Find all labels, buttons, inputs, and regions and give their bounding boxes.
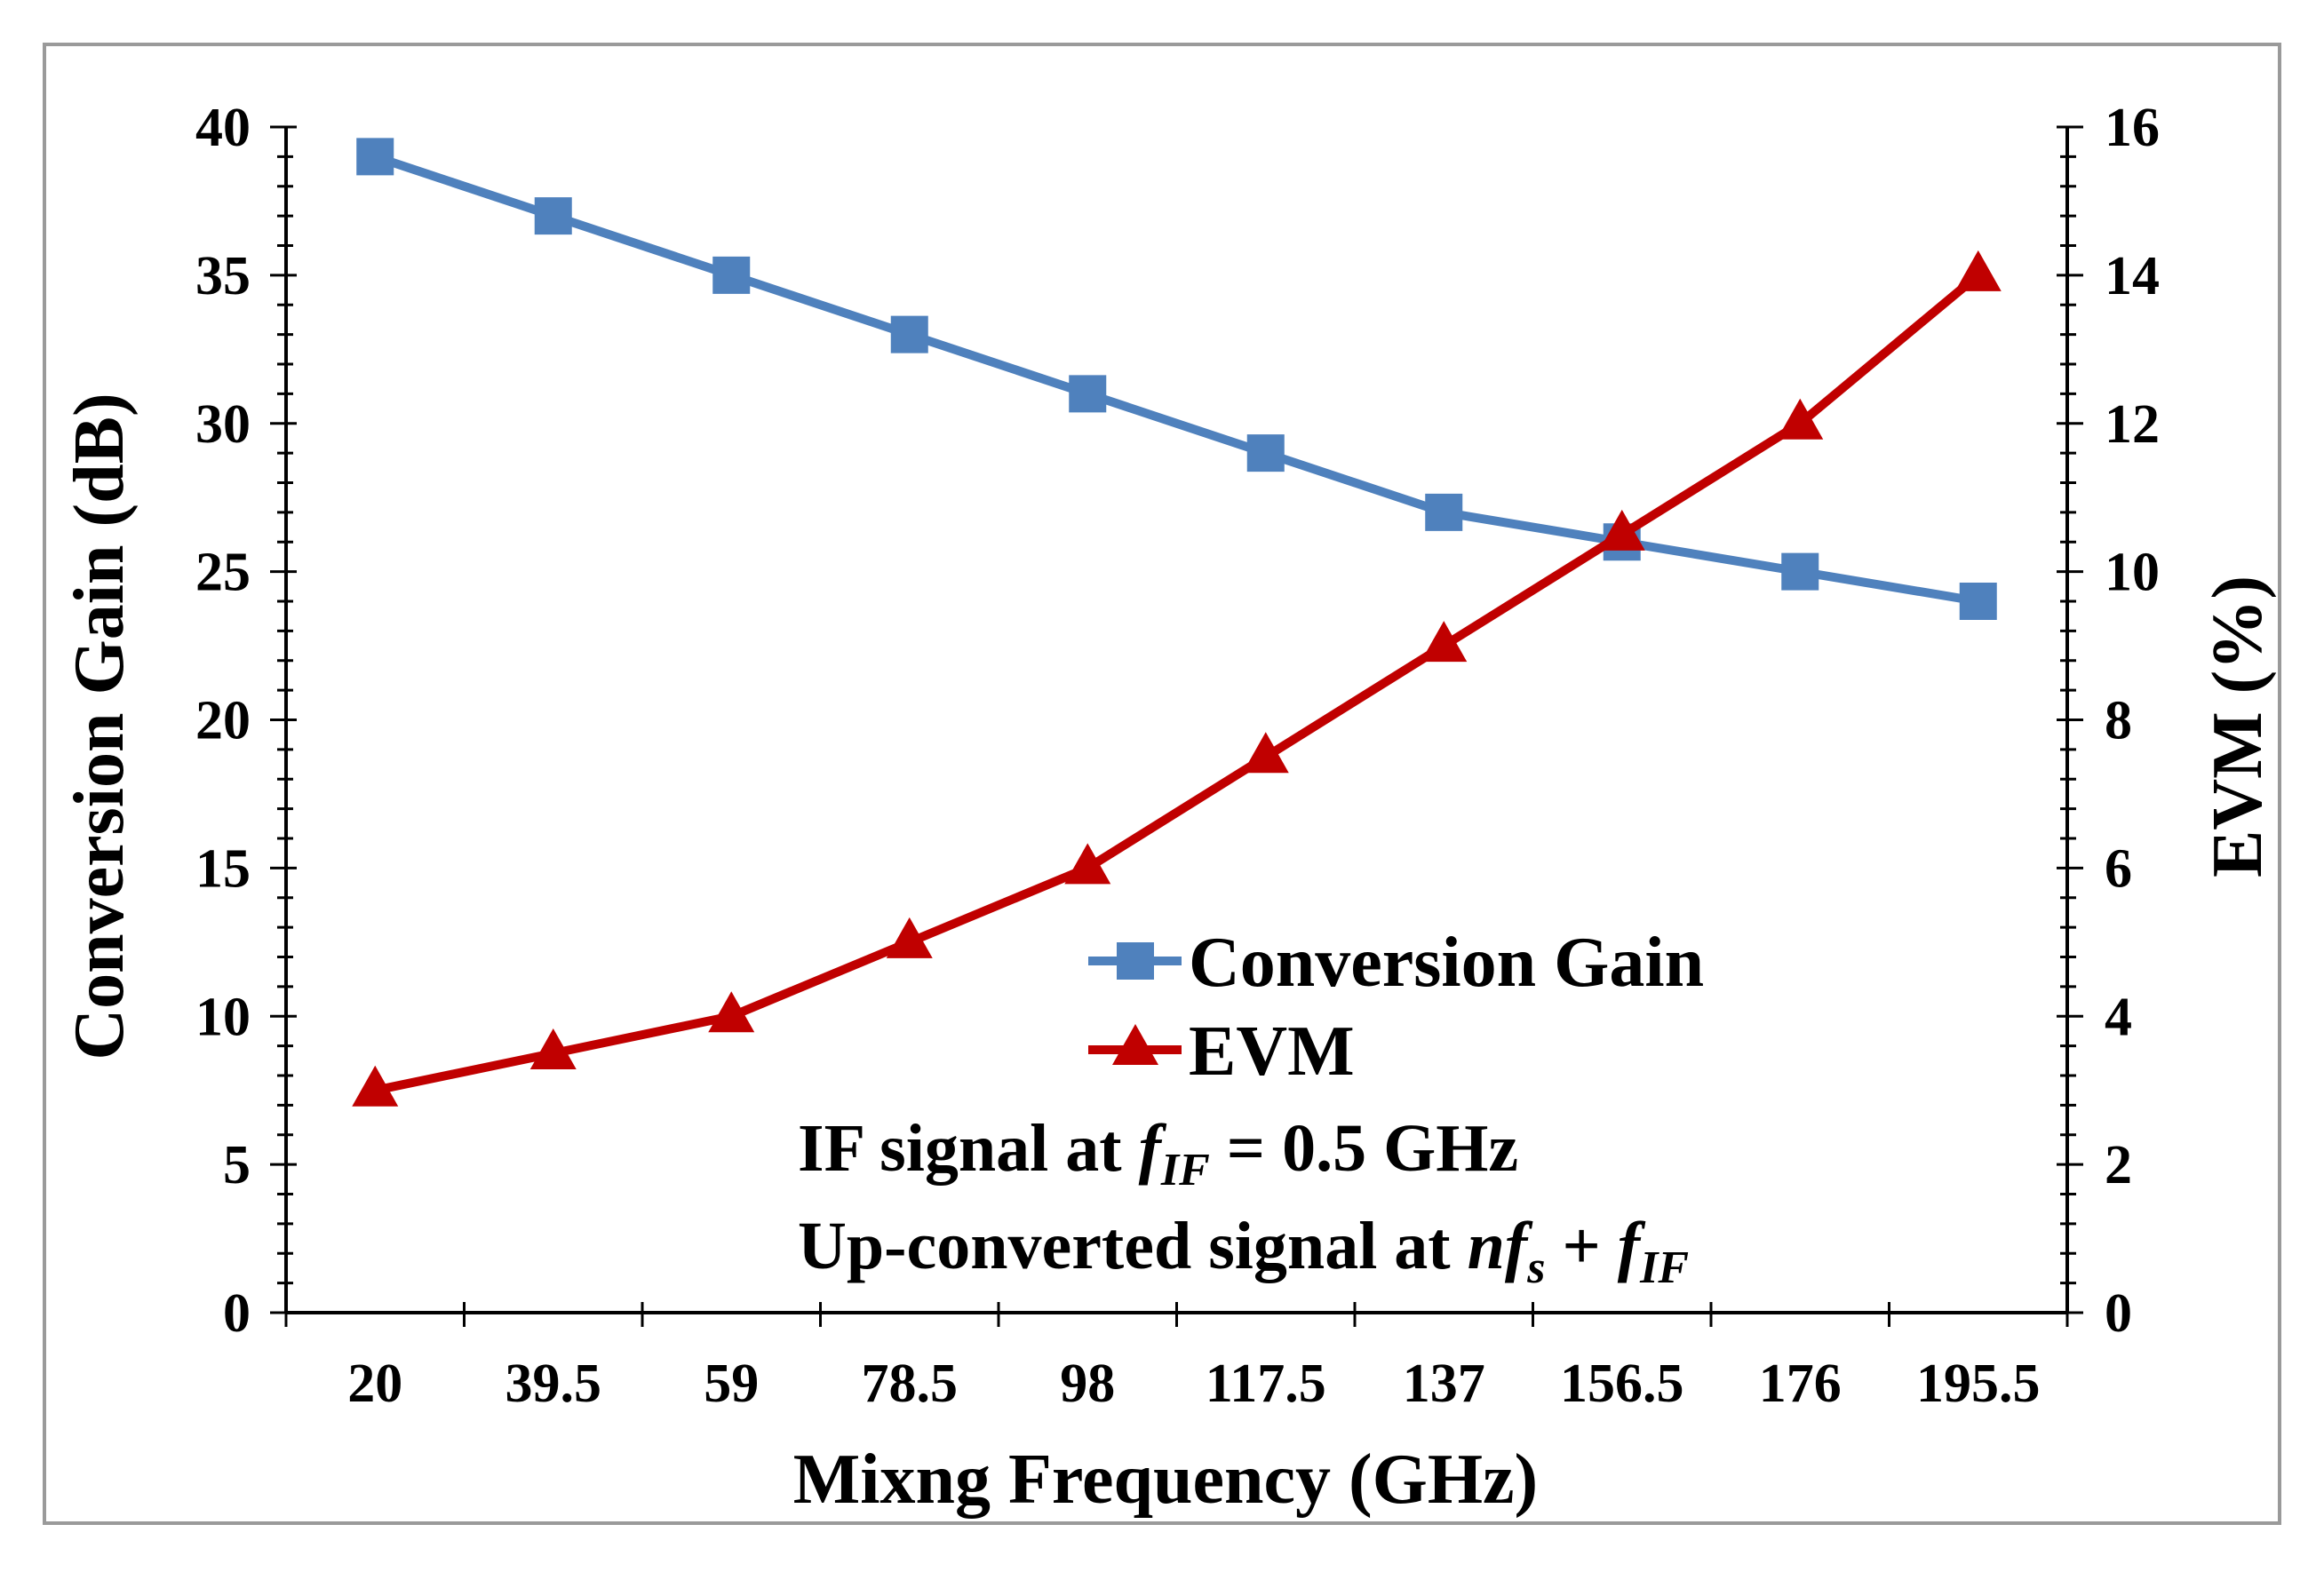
data-point-conversion-gain: [1781, 552, 1819, 591]
x-tick-label: 59: [704, 1354, 759, 1414]
x-tick-label: 117.5: [1206, 1354, 1326, 1414]
legend: Conversion Gain EVM: [1088, 924, 1704, 1091]
left-y-tick-label: 20: [195, 691, 251, 751]
x-tick-label: 195.5: [1916, 1354, 2041, 1414]
left-y-tick-label: 10: [195, 987, 251, 1047]
x-tick-label: 20: [347, 1354, 402, 1414]
left-y-tick-label: 5: [223, 1135, 251, 1195]
annotation-if-sub: IF: [1160, 1145, 1210, 1195]
data-point-evm: [708, 991, 755, 1033]
data-point-evm: [1777, 398, 1824, 440]
y2-axis-title: EVM (%): [2199, 576, 2277, 877]
x-tick-label: 137: [1403, 1354, 1485, 1414]
data-point-conversion-gain: [1425, 493, 1463, 531]
annotation-up-n: n: [1468, 1209, 1505, 1283]
data-point-conversion-gain: [1246, 434, 1285, 472]
x-tick-label: 39.5: [505, 1354, 602, 1414]
data-point-conversion-gain: [1069, 375, 1107, 413]
x-axis-title: Mixng Frequency (GHz): [793, 1441, 1538, 1519]
data-point-evm: [886, 917, 933, 958]
annotation-up-sub2: IF: [1639, 1243, 1689, 1293]
data-point-conversion-gain: [356, 138, 394, 176]
right-y-tick-label: 6: [2105, 838, 2132, 899]
right-y-tick-label: 10: [2105, 543, 2160, 603]
data-point-evm: [352, 1065, 399, 1107]
legend-label-conversion-gain: Conversion Gain: [1189, 924, 1704, 1002]
annotation-if-prefix: IF signal at: [798, 1111, 1139, 1186]
right-y-tick-label: 14: [2105, 246, 2160, 306]
x-tick-label: 156.5: [1560, 1354, 1684, 1414]
right-y-tick-label: 0: [2105, 1283, 2132, 1344]
right-y-tick-label: 8: [2105, 691, 2132, 751]
data-point-evm: [1064, 843, 1111, 885]
legend-entry-conversion-gain: Conversion Gain: [1088, 924, 1704, 1002]
x-tick-label: 176: [1759, 1354, 1842, 1414]
left-y-tick-label: 25: [195, 543, 251, 603]
annotation-up-plus: +: [1545, 1209, 1617, 1283]
x-tick-label: 98: [1060, 1354, 1115, 1414]
legend-square-marker-icon: [1117, 942, 1154, 980]
data-point-conversion-gain: [712, 256, 751, 294]
annotation-up-prefix: Up-converted signal at: [798, 1209, 1468, 1283]
x-tick-label: 78.5: [862, 1354, 959, 1414]
right-y-tick-label: 2: [2105, 1135, 2132, 1195]
axes-layer: [270, 125, 2083, 1327]
right-y-tick-label: 12: [2105, 394, 2160, 455]
left-y-tick-label: 35: [195, 246, 251, 306]
annotation-if-suffix: = 0.5 GHz: [1210, 1111, 1518, 1186]
left-y-tick-label: 40: [195, 98, 251, 158]
annotation-upconverted: Up-converted signal at nfs + fIF: [798, 1209, 1689, 1293]
data-point-evm: [1954, 250, 2002, 291]
series-layer: [352, 138, 2002, 1107]
left-y-tick-label: 15: [195, 838, 251, 899]
annotation-up-sub1: s: [1526, 1243, 1545, 1293]
y-axis-title: Conversion Gain (dB): [60, 393, 139, 1060]
right-y-tick-label: 4: [2105, 987, 2132, 1047]
series-line-evm: [374, 272, 1981, 1095]
series-line-conversion-gain: [373, 152, 1979, 606]
legend-label-evm: EVM: [1189, 1012, 1355, 1091]
data-point-conversion-gain: [534, 197, 572, 235]
data-point-conversion-gain: [890, 315, 928, 353]
data-point-evm: [1242, 732, 1289, 774]
left-y-tick-label: 30: [195, 394, 251, 455]
label-layer: 0 5 10 15 20 25 30 35 40 0 2 4 6 8 10 12 14 16 20 39.5 59 78.…: [195, 98, 2160, 1414]
chart-border: [43, 43, 2281, 1525]
right-y-tick-label: 16: [2105, 98, 2160, 158]
data-point-conversion-gain: [1959, 583, 1997, 620]
annotation-if-signal: IF signal at fIF = 0.5 GHz: [798, 1111, 1518, 1195]
left-y-tick-label: 0: [223, 1283, 251, 1344]
legend-triangle-marker-icon: [1112, 1024, 1158, 1065]
legend-entry-evm: EVM: [1088, 1012, 1355, 1091]
data-point-evm: [529, 1028, 577, 1069]
data-point-evm: [1598, 509, 1645, 551]
data-point-evm: [1421, 621, 1468, 663]
